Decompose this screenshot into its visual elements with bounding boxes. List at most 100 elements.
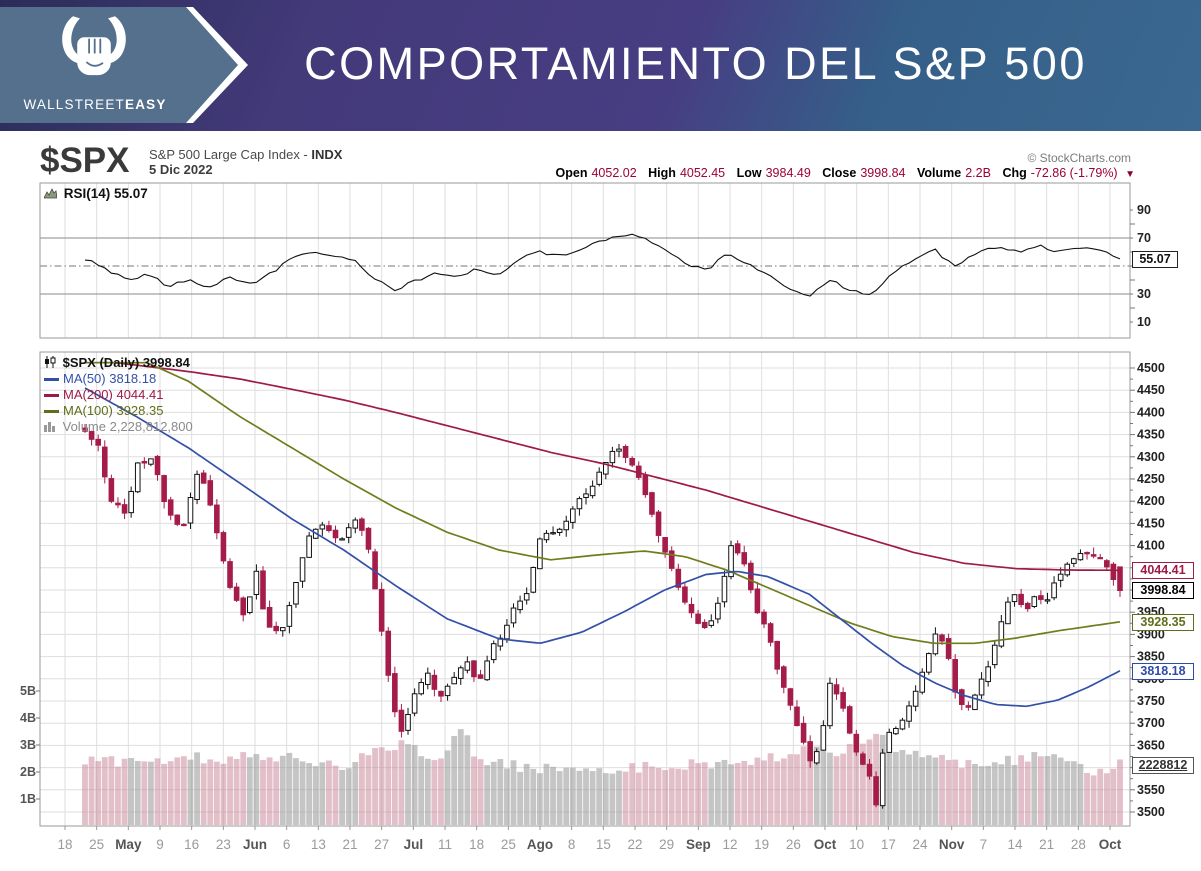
brand-name-bold: EASY	[124, 97, 167, 112]
svg-text:5B: 5B	[20, 684, 36, 698]
svg-text:24: 24	[912, 837, 928, 852]
svg-text:7: 7	[980, 837, 988, 852]
svg-text:29: 29	[659, 837, 674, 852]
svg-text:3550: 3550	[1137, 783, 1165, 797]
volume-value: 2.2B	[965, 166, 991, 180]
svg-text:28: 28	[1071, 837, 1086, 852]
quote-row: Open 4052.02 High 4052.45 Low 3984.49 Close…	[548, 166, 1135, 180]
svg-text:21: 21	[342, 837, 357, 852]
svg-text:22: 22	[627, 837, 642, 852]
svg-text:4150: 4150	[1137, 516, 1165, 530]
svg-text:70: 70	[1137, 231, 1151, 245]
svg-text:4200: 4200	[1137, 494, 1165, 508]
exchange-code: INDX	[311, 147, 343, 162]
svg-text:25: 25	[501, 837, 516, 852]
svg-text:3650: 3650	[1137, 738, 1165, 752]
svg-text:3750: 3750	[1137, 694, 1165, 708]
svg-text:23: 23	[216, 837, 231, 852]
volume-bars-icon	[44, 422, 55, 432]
svg-text:3700: 3700	[1137, 716, 1165, 730]
brand-name: WALLSTREETEASY	[0, 97, 190, 112]
ma200-price-box: 4044.41	[1132, 562, 1194, 579]
svg-text:3500: 3500	[1137, 805, 1165, 819]
svg-text:10: 10	[849, 837, 864, 852]
svg-text:Oct: Oct	[1099, 837, 1122, 852]
svg-text:Jul: Jul	[404, 837, 424, 852]
svg-text:14: 14	[1007, 837, 1023, 852]
svg-text:3B: 3B	[20, 738, 36, 752]
ma100-legend-item: MA(100) 3928.35	[44, 403, 193, 419]
svg-text:21: 21	[1039, 837, 1054, 852]
svg-text:12: 12	[722, 837, 737, 852]
volume-label: Volume	[917, 166, 962, 180]
ma200-legend-item: MA(200) 4044.41	[44, 387, 193, 403]
svg-text:4250: 4250	[1137, 472, 1165, 486]
svg-text:4100: 4100	[1137, 539, 1165, 553]
chg-value: -72.86 (-1.79%)	[1030, 166, 1118, 180]
ma50-legend-item: MA(50) 3818.18	[44, 371, 193, 387]
svg-text:17: 17	[881, 837, 896, 852]
ma100-line-swatch	[44, 410, 59, 413]
svg-text:11: 11	[438, 837, 452, 852]
svg-text:Ago: Ago	[527, 837, 553, 852]
ticker-symbol: $SPX	[40, 141, 130, 180]
close-label: Close	[822, 166, 857, 180]
svg-text:Sep: Sep	[686, 837, 711, 852]
rsi-legend: RSI(14) 55.07	[43, 186, 148, 201]
index-name: S&P 500 Large Cap Index - INDX	[149, 147, 343, 162]
ma100-price-box: 3928.35	[1132, 614, 1194, 631]
svg-text:1B: 1B	[20, 792, 36, 806]
svg-text:9: 9	[156, 837, 164, 852]
svg-text:2B: 2B	[20, 765, 36, 779]
svg-text:4500: 4500	[1137, 361, 1165, 375]
svg-text:4400: 4400	[1137, 405, 1165, 419]
svg-text:4300: 4300	[1137, 450, 1165, 464]
stockcharts-watermark: © StockCharts.com	[1027, 151, 1131, 165]
svg-text:15: 15	[596, 837, 611, 852]
svg-text:18: 18	[469, 837, 484, 852]
price-legend: $SPX (Daily) 3998.84 MA(50) 3818.18 MA(2…	[44, 355, 193, 435]
close-price-box: 3998.84	[1132, 582, 1194, 599]
high-value: 4052.45	[679, 166, 726, 180]
volume-value-box: 2228812	[1132, 757, 1194, 774]
chart-date: 5 Dic 2022	[149, 162, 213, 177]
svg-text:13: 13	[311, 837, 326, 852]
ma200-line-swatch	[44, 394, 59, 397]
svg-text:10: 10	[1137, 315, 1151, 329]
svg-text:4450: 4450	[1137, 383, 1165, 397]
header-banner: WALLSTREETEASY COMPORTAMIENTO DEL S&P 50…	[0, 0, 1201, 131]
svg-text:Nov: Nov	[939, 837, 965, 852]
ma50-price-box: 3818.18	[1132, 663, 1194, 680]
rsi-area-icon	[43, 188, 58, 199]
rsi-legend-label: RSI(14) 55.07	[63, 186, 148, 201]
low-value: 3984.49	[765, 166, 811, 180]
svg-text:6: 6	[283, 837, 291, 852]
open-label: Open	[555, 166, 588, 180]
ma50-line-swatch	[44, 378, 59, 381]
candlestick-icon	[45, 356, 56, 368]
chg-down-arrow-icon: ▼	[1125, 169, 1135, 180]
rsi-value-box: 55.07	[1132, 251, 1178, 268]
volume-legend-item: Volume 2,228,812,800	[44, 419, 193, 435]
svg-text:Jun: Jun	[243, 837, 267, 852]
chg-label: Chg	[1002, 166, 1027, 180]
svg-text:26: 26	[786, 837, 801, 852]
svg-text:90: 90	[1137, 203, 1151, 217]
high-label: High	[648, 166, 676, 180]
open-value: 4052.02	[591, 166, 637, 180]
svg-text:May: May	[115, 837, 142, 852]
svg-text:30: 30	[1137, 287, 1151, 301]
brand-name-regular: WALLSTREET	[23, 97, 125, 112]
svg-text:4350: 4350	[1137, 428, 1165, 442]
low-label: Low	[736, 166, 762, 180]
svg-text:19: 19	[754, 837, 769, 852]
svg-text:27: 27	[374, 837, 389, 852]
banner-title: COMPORTAMIENTO DEL S&P 500	[304, 38, 1087, 89]
spx-legend-item: $SPX (Daily) 3998.84	[44, 355, 193, 371]
svg-text:Oct: Oct	[814, 837, 837, 852]
svg-text:16: 16	[184, 837, 199, 852]
svg-text:4B: 4B	[20, 711, 36, 725]
svg-text:3850: 3850	[1137, 650, 1165, 664]
bull-logo-icon	[62, 16, 126, 76]
svg-text:25: 25	[89, 837, 104, 852]
